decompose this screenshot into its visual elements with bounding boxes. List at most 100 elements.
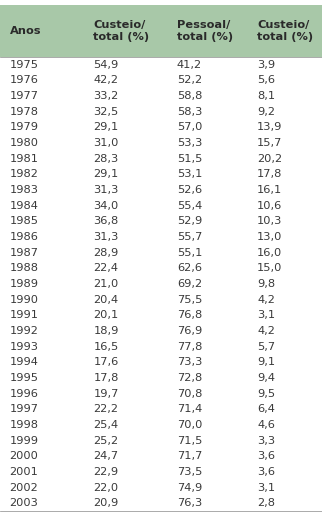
Text: 25,4: 25,4 xyxy=(93,420,118,430)
Text: 74,9: 74,9 xyxy=(177,483,202,493)
Text: 28,3: 28,3 xyxy=(93,153,118,163)
Text: 62,6: 62,6 xyxy=(177,264,202,274)
Text: 1983: 1983 xyxy=(10,185,39,195)
Text: 55,4: 55,4 xyxy=(177,201,202,211)
Bar xyxy=(0,464,321,480)
Text: 3,1: 3,1 xyxy=(257,483,275,493)
Text: 13,9: 13,9 xyxy=(257,122,283,132)
Text: 3,3: 3,3 xyxy=(257,436,275,446)
Text: 22,4: 22,4 xyxy=(93,264,118,274)
Text: 73,5: 73,5 xyxy=(177,467,202,477)
Text: 41,2: 41,2 xyxy=(177,60,202,70)
Text: 72,8: 72,8 xyxy=(177,373,202,383)
Bar xyxy=(0,72,321,88)
Text: 20,1: 20,1 xyxy=(93,310,118,320)
Bar xyxy=(0,495,321,511)
Text: 71,5: 71,5 xyxy=(177,436,202,446)
Text: 1995: 1995 xyxy=(10,373,39,383)
Text: 2001: 2001 xyxy=(10,467,39,477)
Text: 9,4: 9,4 xyxy=(257,373,275,383)
Text: 1990: 1990 xyxy=(10,295,39,305)
Text: 20,2: 20,2 xyxy=(257,153,283,163)
Bar xyxy=(0,339,321,355)
Text: 57,0: 57,0 xyxy=(177,122,202,132)
Text: Custeio/
total (%): Custeio/ total (%) xyxy=(93,20,149,42)
Text: 28,9: 28,9 xyxy=(93,248,118,258)
Text: Pessoal/
total (%): Pessoal/ total (%) xyxy=(177,20,233,42)
Text: 1987: 1987 xyxy=(10,248,39,258)
Text: 3,9: 3,9 xyxy=(257,60,275,70)
Text: 3,6: 3,6 xyxy=(257,451,275,461)
Bar xyxy=(0,120,321,135)
Text: 34,0: 34,0 xyxy=(93,201,118,211)
Bar xyxy=(0,402,321,417)
Text: 32,5: 32,5 xyxy=(93,106,118,116)
Text: 77,8: 77,8 xyxy=(177,341,202,352)
Text: 25,2: 25,2 xyxy=(93,436,118,446)
Text: 18,9: 18,9 xyxy=(93,326,119,336)
Text: 4,6: 4,6 xyxy=(257,420,275,430)
Bar xyxy=(0,323,321,339)
Text: 3,6: 3,6 xyxy=(257,467,275,477)
Text: 53,3: 53,3 xyxy=(177,138,202,148)
Text: 9,1: 9,1 xyxy=(257,357,275,367)
Text: 70,8: 70,8 xyxy=(177,388,202,398)
Bar xyxy=(0,276,321,292)
Text: 31,0: 31,0 xyxy=(93,138,119,148)
Bar xyxy=(0,198,321,213)
Text: 1998: 1998 xyxy=(10,420,39,430)
Text: 1980: 1980 xyxy=(10,138,39,148)
Text: 76,9: 76,9 xyxy=(177,326,202,336)
Text: 51,5: 51,5 xyxy=(177,153,202,163)
Bar xyxy=(0,182,321,198)
Text: Anos: Anos xyxy=(10,26,41,36)
Text: 29,1: 29,1 xyxy=(93,122,118,132)
Text: 53,1: 53,1 xyxy=(177,169,202,179)
Text: 1976: 1976 xyxy=(10,75,39,85)
Text: 5,6: 5,6 xyxy=(257,75,275,85)
Text: 2002: 2002 xyxy=(10,483,38,493)
Text: 20,9: 20,9 xyxy=(93,499,118,509)
Text: 31,3: 31,3 xyxy=(93,185,119,195)
Text: 1978: 1978 xyxy=(10,106,39,116)
Text: 2003: 2003 xyxy=(10,499,39,509)
Text: 15,7: 15,7 xyxy=(257,138,283,148)
Text: 10,6: 10,6 xyxy=(257,201,283,211)
Text: 1975: 1975 xyxy=(10,60,39,70)
Bar xyxy=(0,370,321,386)
Text: 19,7: 19,7 xyxy=(93,388,119,398)
Text: 71,4: 71,4 xyxy=(177,404,202,414)
Text: 17,6: 17,6 xyxy=(93,357,118,367)
Text: 75,5: 75,5 xyxy=(177,295,202,305)
Bar xyxy=(0,433,321,448)
Text: 71,7: 71,7 xyxy=(177,451,202,461)
Text: 8,1: 8,1 xyxy=(257,91,275,101)
Text: 2,8: 2,8 xyxy=(257,499,275,509)
Text: 1991: 1991 xyxy=(10,310,39,320)
Bar xyxy=(0,307,321,323)
Text: 13,0: 13,0 xyxy=(257,232,283,242)
Text: 16,0: 16,0 xyxy=(257,248,283,258)
Bar xyxy=(0,104,321,120)
Text: 1977: 1977 xyxy=(10,91,39,101)
Text: 9,2: 9,2 xyxy=(257,106,275,116)
Text: 55,7: 55,7 xyxy=(177,232,202,242)
Text: 36,8: 36,8 xyxy=(93,216,118,226)
Text: 1982: 1982 xyxy=(10,169,39,179)
Bar xyxy=(0,448,321,464)
Text: 22,0: 22,0 xyxy=(93,483,118,493)
Bar xyxy=(0,88,321,104)
Text: 1989: 1989 xyxy=(10,279,39,289)
Text: 10,3: 10,3 xyxy=(257,216,283,226)
Text: 1992: 1992 xyxy=(10,326,39,336)
Text: 73,3: 73,3 xyxy=(177,357,202,367)
Text: 22,2: 22,2 xyxy=(93,404,118,414)
Text: 1999: 1999 xyxy=(10,436,39,446)
Text: 76,3: 76,3 xyxy=(177,499,202,509)
Text: 31,3: 31,3 xyxy=(93,232,119,242)
Text: 24,7: 24,7 xyxy=(93,451,118,461)
Text: 54,9: 54,9 xyxy=(93,60,118,70)
Text: 1981: 1981 xyxy=(10,153,39,163)
Text: 52,9: 52,9 xyxy=(177,216,202,226)
Text: 1985: 1985 xyxy=(10,216,39,226)
